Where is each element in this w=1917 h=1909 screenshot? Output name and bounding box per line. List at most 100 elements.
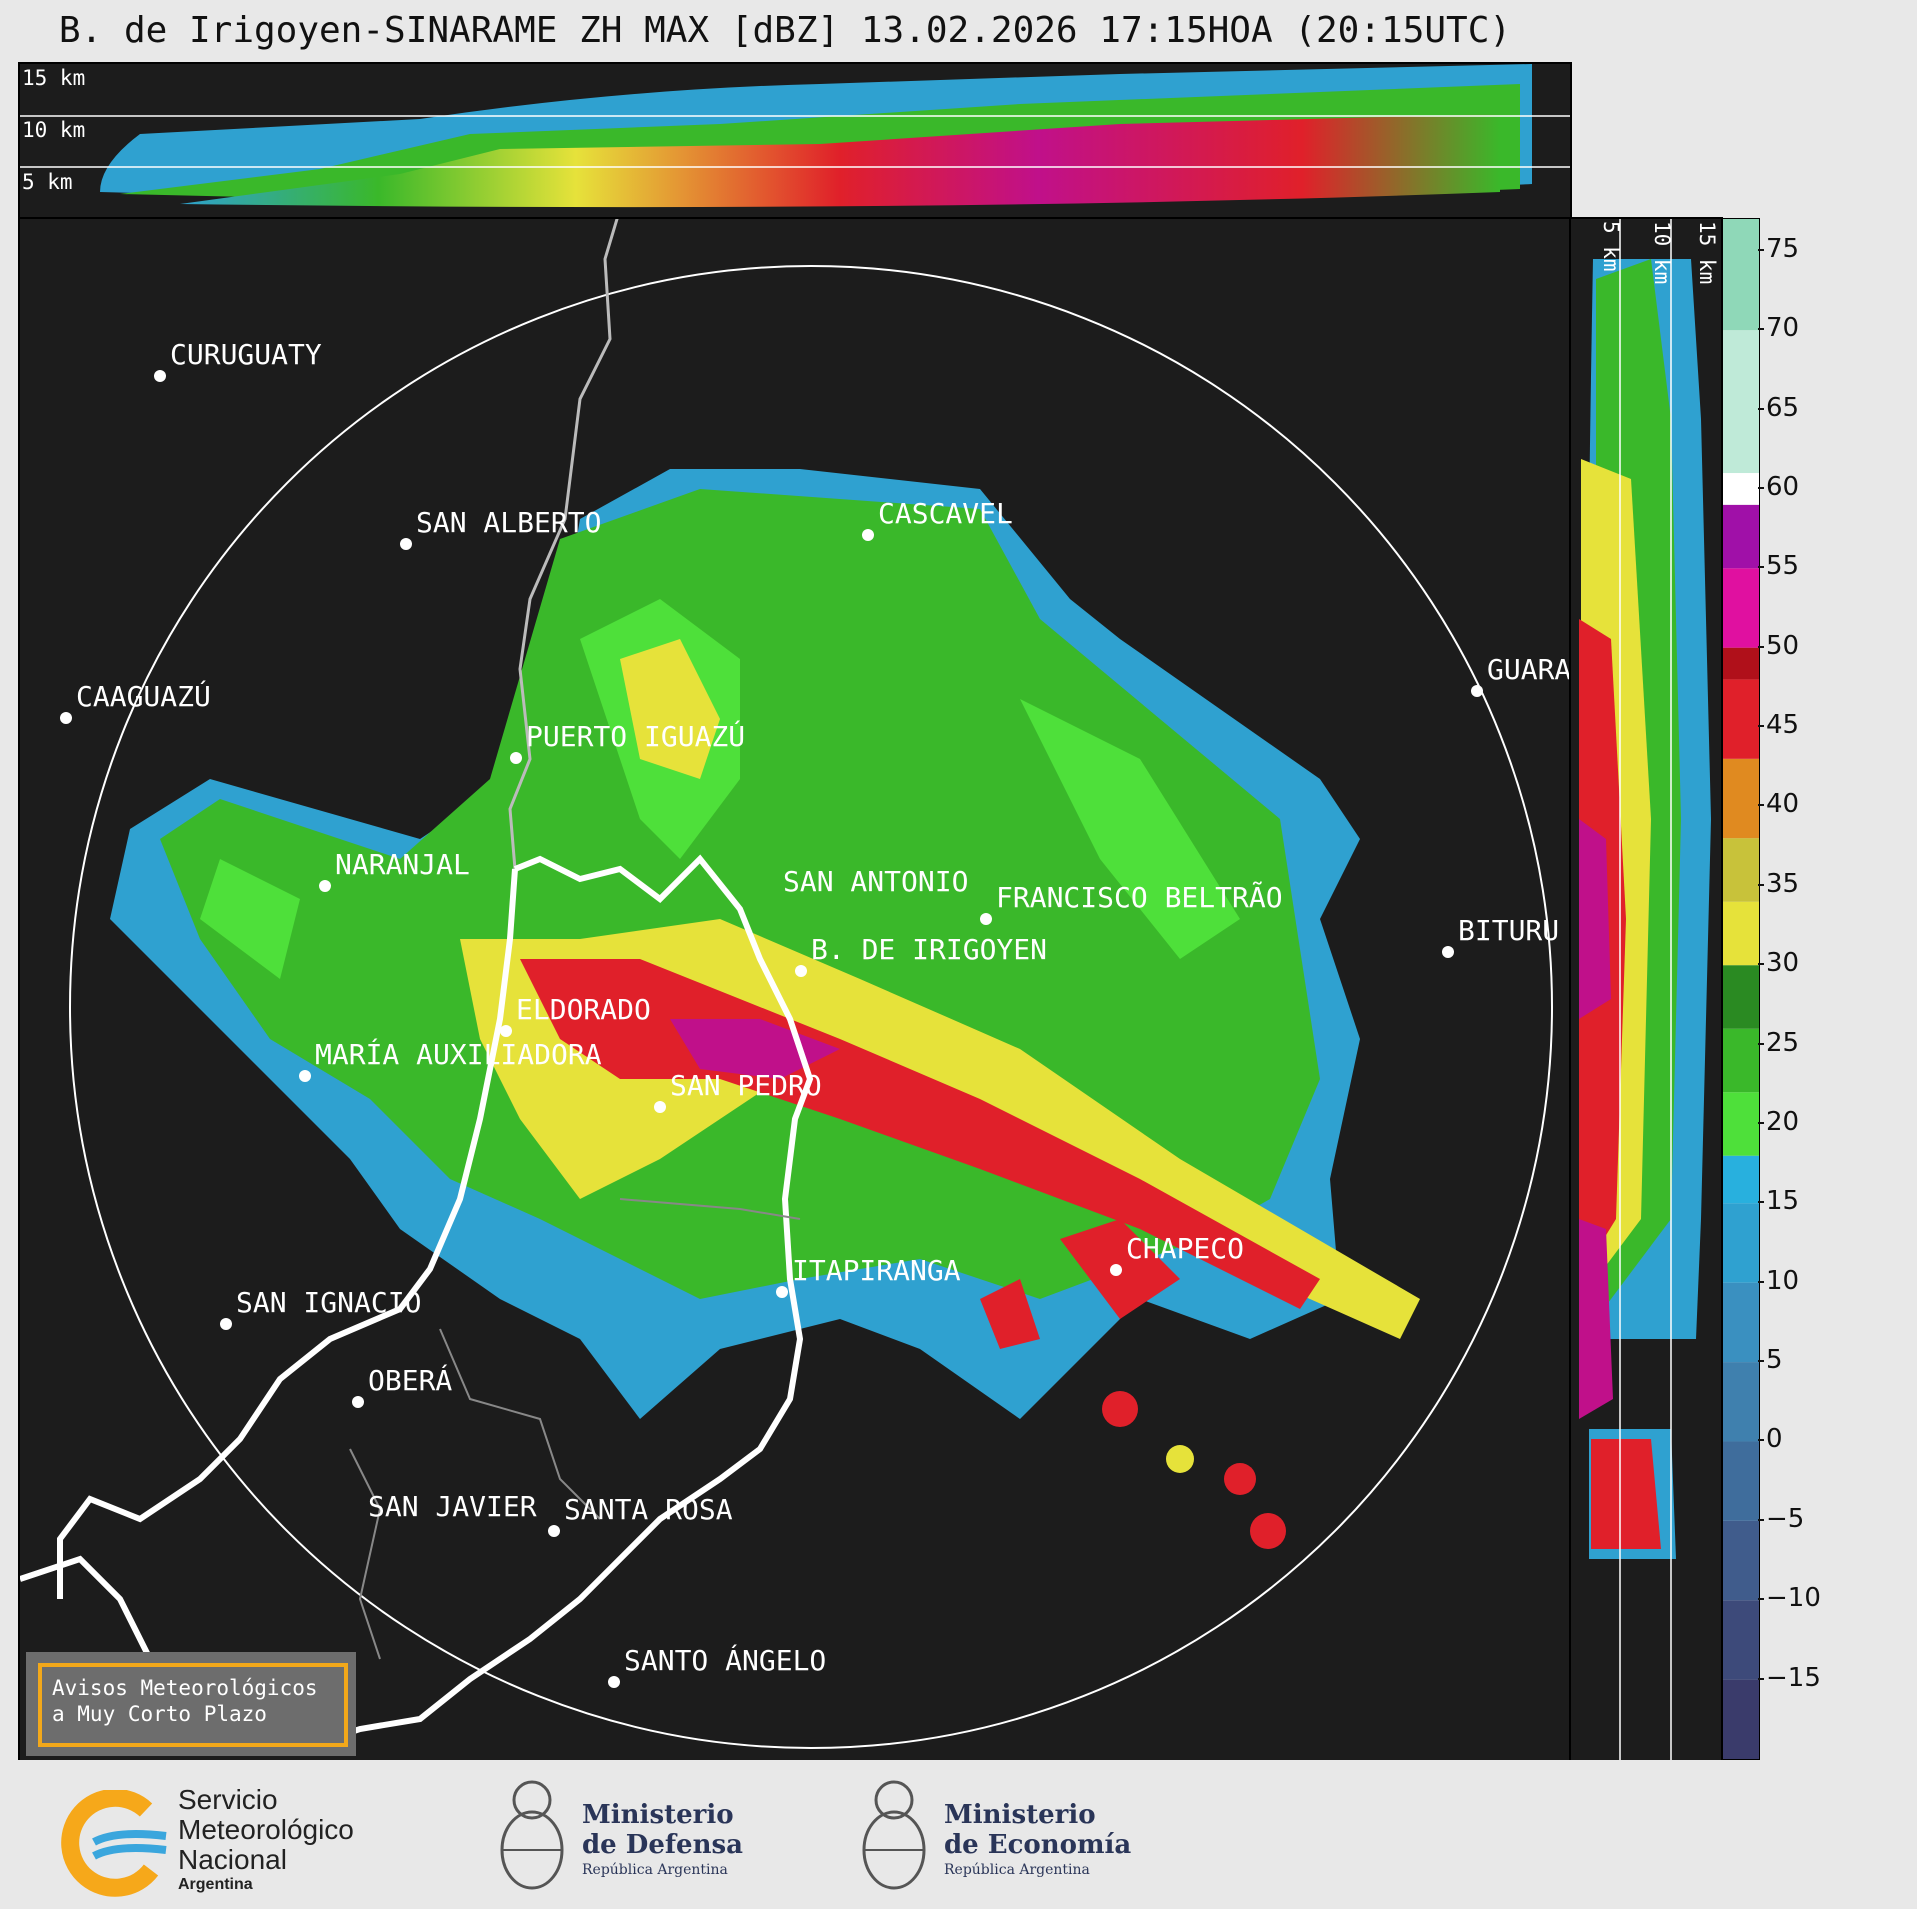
- city-label: MARÍA AUXILIADORA: [315, 1038, 602, 1071]
- side-cross-section-panel: 5 km 10 km 15 km: [1569, 217, 1723, 1762]
- economia-line-2: de Economía: [944, 1830, 1132, 1860]
- top-cross-section-panel: 15 km 10 km 5 km: [18, 62, 1572, 220]
- colorbar-tick-label: 45: [1757, 710, 1800, 741]
- colorbar-tick-label: 15: [1757, 1186, 1800, 1217]
- city-label: SANTA ROSA: [564, 1493, 733, 1526]
- city-dot: [220, 1318, 232, 1330]
- economia-line-1: Ministerio: [944, 1800, 1096, 1830]
- smn-logo-icon: [61, 1790, 167, 1897]
- warning-box[interactable]: Avisos Meteorológicos a Muy Corto Plazo: [26, 1652, 356, 1756]
- city-dot: [548, 1525, 560, 1537]
- defensa-line-2: de Defensa: [582, 1830, 743, 1860]
- colorbar-segment: [1723, 1679, 1759, 1759]
- radar-map-panel: [18, 217, 1572, 1762]
- colorbar-segment: [1723, 330, 1759, 474]
- colorbar-segment: [1723, 473, 1759, 505]
- colorbar-segment: [1723, 568, 1759, 648]
- colorbar-tick-label: 40: [1757, 789, 1800, 820]
- city-dot: [654, 1101, 666, 1113]
- colorbar-tick-label: 65: [1757, 392, 1800, 423]
- colorbar-segment: [1723, 679, 1759, 759]
- colorbar-segment: [1723, 901, 1759, 966]
- radar-site-dot: [795, 965, 807, 977]
- colorbar-tick-label: 55: [1757, 551, 1800, 582]
- colorbar-segment: [1723, 504, 1759, 569]
- colorbar-segment: [1723, 1028, 1759, 1093]
- city-label: SAN IGNACIO: [236, 1286, 422, 1319]
- city-dot: [776, 1286, 788, 1298]
- colorbar-segment: [1723, 1092, 1759, 1156]
- colorbar-segment: [1723, 1203, 1759, 1283]
- city-dot: [60, 712, 72, 724]
- city-label: SANTO ÁNGELO: [624, 1644, 827, 1677]
- colorbar-tick-label: 50: [1757, 630, 1800, 661]
- city-label: SAN PEDRO: [670, 1069, 822, 1102]
- colorbar-tick-label: −10: [1758, 1583, 1821, 1614]
- city-label: CURUGUATY: [170, 338, 322, 371]
- city-dot: [352, 1396, 364, 1408]
- city-dot: [1442, 946, 1454, 958]
- colorbar-tick-label: 70: [1757, 313, 1800, 344]
- colorbar-segment: [1723, 1282, 1759, 1363]
- side-height-label-10km: 10 km: [1650, 221, 1674, 285]
- defensa-coat-of-arms-icon: [500, 1780, 564, 1890]
- warning-line-1: Avisos Meteorológicos: [52, 1676, 318, 1700]
- city-dot: [154, 370, 166, 382]
- city-dot: [862, 529, 874, 541]
- colorbar-segment: [1723, 965, 1759, 1029]
- warning-line-2: a Muy Corto Plazo: [52, 1702, 267, 1726]
- city-label: BITURU: [1458, 914, 1560, 947]
- height-label-15km: 15 km: [22, 66, 86, 90]
- smn-name-line-1: Servicio: [178, 1784, 278, 1815]
- city-label: SAN JAVIER: [368, 1490, 537, 1523]
- city-label: NARANJAL: [335, 848, 470, 881]
- economia-line-3: República Argentina: [944, 1862, 1090, 1878]
- side-cross-section-echo: [1579, 219, 1711, 1760]
- city-dot: [319, 880, 331, 892]
- city-label: SAN ANTONIO: [783, 865, 969, 898]
- colorbar-tick-label: 10: [1757, 1265, 1800, 1296]
- city-label: CAAGUAZÚ: [76, 680, 211, 713]
- city-label: OBERÁ: [368, 1364, 453, 1397]
- colorbar-segment: [1723, 647, 1759, 680]
- colorbar-segment: [1723, 1441, 1759, 1521]
- economia-coat-of-arms-icon: [862, 1780, 926, 1890]
- colorbar-tick-label: 0: [1758, 1424, 1783, 1455]
- colorbar-tick-label: 35: [1757, 868, 1800, 899]
- footer: Servicio Meteorológico Nacional Argentin…: [0, 1760, 1917, 1909]
- colorbar-tick-label: 5: [1758, 1345, 1783, 1376]
- city-label: ITAPIRANGA: [792, 1254, 961, 1287]
- city-dot: [510, 752, 522, 764]
- city-dot: [608, 1676, 620, 1688]
- city-label: CHAPECO: [1126, 1232, 1245, 1265]
- colorbar-tick-label: 30: [1757, 948, 1800, 979]
- warning-box-border: Avisos Meteorológicos a Muy Corto Plazo: [38, 1663, 348, 1747]
- smn-name-line-3: Nacional: [178, 1844, 287, 1875]
- side-height-label-15km: 15 km: [1695, 221, 1719, 285]
- defensa-line-3: República Argentina: [582, 1862, 728, 1878]
- colorbar-tick-label: 75: [1757, 233, 1800, 264]
- colorbar-segment: [1723, 1600, 1759, 1680]
- city-dot: [1471, 685, 1483, 697]
- colorbar-tick-label: 25: [1757, 1027, 1800, 1058]
- city-dot: [299, 1070, 311, 1082]
- colorbar-segment: [1723, 838, 1759, 902]
- dbz-colorbar: [1722, 218, 1760, 1760]
- colorbar-scale: [1723, 219, 1759, 1759]
- height-label-10km: 10 km: [22, 118, 86, 142]
- city-label: GUARA: [1487, 653, 1572, 686]
- colorbar-tick-label: 20: [1757, 1106, 1800, 1137]
- city-label: PUERTO IGUAZÚ: [526, 720, 746, 753]
- city-dot: [500, 1025, 512, 1037]
- chart-title: B. de Irigoyen-SINARAME ZH MAX [dBZ] 13.…: [58, 10, 1512, 51]
- city-dot: [400, 538, 412, 550]
- city-dot: [1110, 1264, 1122, 1276]
- city-label: B. DE IRIGOYEN: [811, 933, 1048, 966]
- city-label: SAN ALBERTO: [416, 506, 602, 539]
- top-cross-section-echo: [20, 64, 1570, 208]
- colorbar-segment: [1723, 1362, 1759, 1442]
- defensa-line-1: Ministerio: [582, 1800, 734, 1830]
- smn-name-line-4: Argentina: [178, 1876, 253, 1893]
- city-dot: [980, 913, 992, 925]
- smn-name-line-2: Meteorológico: [178, 1814, 354, 1845]
